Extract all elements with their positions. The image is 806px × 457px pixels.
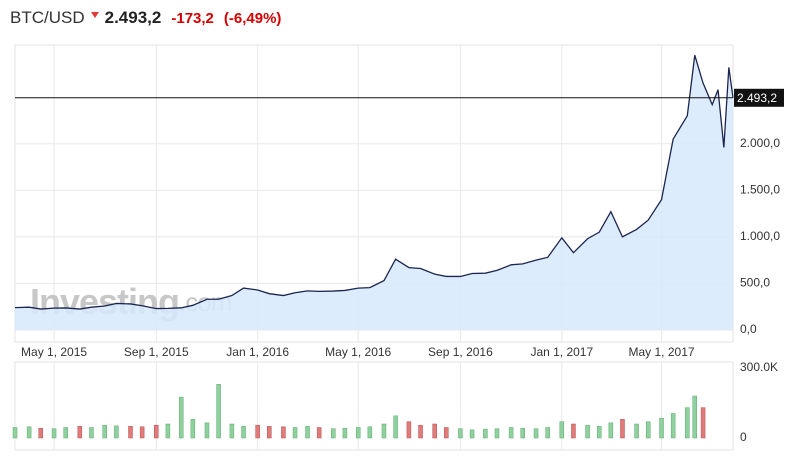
volume-bar	[178, 396, 184, 439]
volume-bar	[645, 421, 651, 439]
volume-tick-label: 300.0K	[740, 360, 778, 374]
volume-bar	[331, 428, 336, 439]
volume-bar	[685, 407, 690, 439]
volume-bar	[608, 422, 614, 439]
volume-bar	[267, 426, 272, 439]
volume-bar	[305, 426, 310, 439]
volume-bar	[381, 423, 387, 439]
y-tick-label: 2.000,0	[740, 136, 780, 150]
change-percent: (-6,49%)	[223, 10, 282, 27]
volume-bar	[241, 426, 246, 439]
volume-bar	[38, 427, 44, 439]
y-tick-label: 500,0	[740, 276, 770, 290]
header: BTC/USD 2.493,2 -173,2 (-6,49%)	[10, 8, 291, 32]
x-tick-label: Jan 1, 2016	[226, 345, 289, 359]
volume-bar	[292, 427, 298, 439]
volume-bar	[508, 427, 514, 439]
volume-bar	[102, 424, 107, 439]
x-tick-label: Jan 1, 2017	[530, 345, 593, 359]
volume-bar	[670, 413, 676, 439]
volume-bar	[77, 426, 83, 439]
volume-bar	[63, 427, 68, 439]
volume-bar	[316, 427, 322, 439]
volume-bar	[432, 423, 437, 439]
volume-bar	[128, 426, 133, 439]
volume-bar	[393, 415, 398, 439]
price-area	[15, 55, 733, 331]
y-tick-label: 0,0	[740, 322, 757, 336]
volume-bar	[634, 423, 639, 439]
x-tick-label: May 1, 2017	[629, 345, 695, 359]
y-tick-label: 1.000,0	[740, 229, 780, 243]
volume-bar	[483, 428, 488, 439]
x-tick-label: May 1, 2015	[21, 345, 87, 359]
price-line	[14, 55, 734, 310]
last-price-tag	[734, 88, 784, 107]
volume-bar	[114, 425, 119, 439]
volume-tick-label: 0	[740, 430, 747, 444]
volume-bar	[545, 427, 550, 439]
volume-bar	[165, 423, 171, 439]
symbol: BTC/USD	[10, 8, 85, 27]
volume-bar	[367, 426, 373, 439]
volume-bar	[520, 427, 526, 439]
volume-bar	[585, 424, 590, 439]
volume-bar	[596, 426, 602, 439]
volume-bar	[190, 419, 196, 439]
volume-bar	[458, 428, 463, 439]
volume-bar	[255, 424, 260, 439]
volume-bar	[139, 426, 145, 439]
volume-bar	[533, 428, 539, 439]
x-tick-label: Sep 1, 2016	[428, 345, 493, 359]
volume-bar	[494, 428, 500, 439]
volume-bar	[89, 427, 94, 439]
volume-bar	[692, 395, 698, 439]
y-tick-label: 1.500,0	[740, 182, 780, 196]
volume-bar	[469, 429, 475, 439]
down-arrow-icon	[90, 12, 99, 18]
volume-bar	[418, 424, 423, 439]
change: -173,2	[171, 10, 214, 27]
volume-bar	[559, 421, 565, 439]
last-price-tag-label: 2.493,2	[737, 91, 777, 105]
volume-bar	[406, 421, 412, 439]
volume-bar	[216, 384, 221, 439]
volume-bar	[444, 427, 449, 439]
volume-bar	[26, 426, 32, 439]
volume-bar	[620, 419, 625, 439]
volume-bar	[700, 407, 706, 439]
volume-bar	[355, 427, 361, 439]
volume-bar	[204, 422, 210, 439]
volume-bar	[659, 417, 664, 439]
volume-panel-frame	[14, 361, 734, 451]
volume-bar	[342, 427, 348, 439]
x-tick-label: May 1, 2016	[325, 345, 391, 359]
volume-bar	[281, 426, 286, 439]
last-price: 2.493,2	[104, 8, 162, 27]
volume-bar	[12, 427, 18, 439]
volume-bar	[51, 428, 57, 439]
x-tick-label: Sep 1, 2015	[124, 345, 189, 359]
volume-bar	[154, 424, 159, 439]
volume-bar	[229, 423, 235, 439]
volume-bar	[571, 423, 576, 439]
